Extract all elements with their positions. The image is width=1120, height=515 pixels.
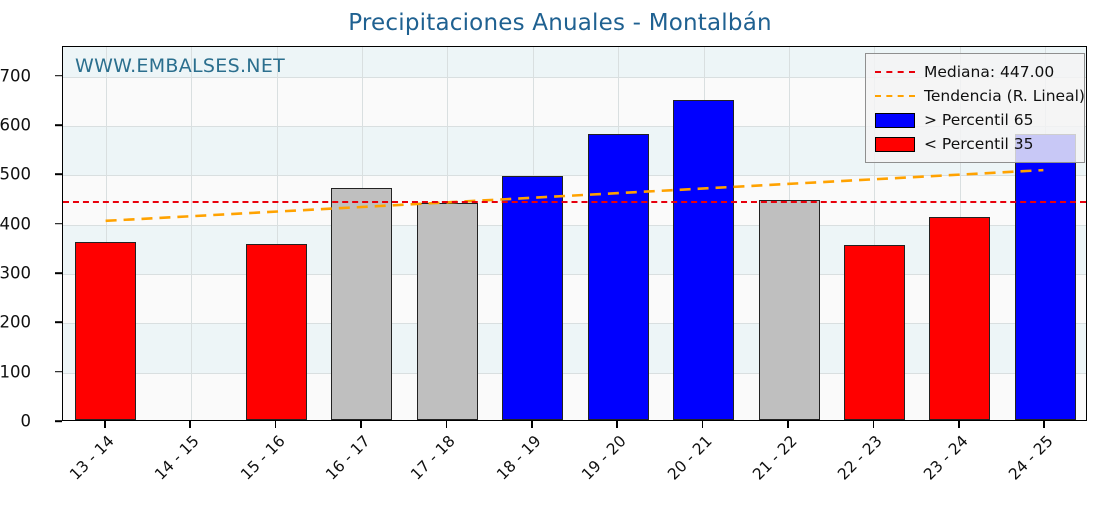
bar[interactable]: [246, 243, 308, 420]
x-axis-tick-label: 19 - 20: [578, 432, 630, 484]
trend-dash-icon: [875, 95, 915, 97]
x-axis-tick-mark: [616, 421, 618, 428]
legend-item[interactable]: Tendencia (R. Lineal): [874, 84, 1085, 108]
trend-line: [105, 168, 1044, 223]
y-axis-tick-mark: [55, 272, 62, 274]
legend-item[interactable]: > Percentil 65: [874, 108, 1076, 132]
y-axis-tick-mark: [55, 222, 62, 225]
background-band: [63, 224, 1086, 274]
gridline-vertical: [276, 47, 278, 420]
bar[interactable]: [75, 241, 137, 420]
x-axis-tick-label: 16 - 17: [322, 432, 374, 484]
chart-figure: Precipitaciones Anuales - Montalbán WWW.…: [0, 10, 1087, 484]
gridline-vertical: [105, 47, 107, 420]
x-axis-tick-label: 22 - 23: [834, 432, 887, 484]
legend-key-median: [874, 71, 916, 73]
y-axis-tick-mark: [55, 74, 62, 77]
background-band: [63, 175, 1086, 225]
y-axis-tick-mark: [55, 321, 62, 324]
legend-key-swatch: [874, 112, 916, 128]
bar[interactable]: [587, 133, 649, 420]
x-axis-tick-label: 17 - 18: [407, 432, 460, 484]
blue-swatch-icon: [875, 112, 915, 128]
y-axis-tick-mark: [55, 370, 62, 373]
x-axis-tick-mark: [787, 421, 789, 428]
median-line: [63, 201, 1086, 204]
x-axis-tick-mark: [274, 421, 277, 428]
x-axis-tick-mark: [872, 421, 875, 428]
median-dash-icon: [875, 71, 915, 73]
y-axis-tick-label: 300: [0, 263, 31, 283]
x-axis-tick-mark: [445, 421, 448, 428]
legend-item-label: Tendencia (R. Lineal): [924, 87, 1085, 105]
x-axis-tick-label: 15 - 16: [236, 432, 289, 484]
bar[interactable]: [843, 244, 905, 420]
bar[interactable]: [331, 188, 393, 420]
bar[interactable]: [416, 202, 478, 420]
bar[interactable]: [758, 199, 820, 420]
x-axis-tick-mark: [701, 421, 704, 428]
legend-item-label: > Percentil 65: [924, 111, 1034, 129]
gridline-horizontal: [63, 372, 1086, 374]
x-axis-tick-label: 14 - 15: [151, 432, 203, 484]
x-axis-tick-mark: [958, 421, 960, 428]
x-axis-tick-label: 20 - 21: [663, 432, 716, 484]
y-axis-tick-mark: [55, 420, 62, 422]
x-axis-tick-mark: [1043, 421, 1046, 428]
legend-item-label: Mediana: 447.00: [924, 63, 1055, 81]
chart-legend: Mediana: 447.00 Tendencia (R. Lineal) > Pe…: [865, 53, 1085, 163]
gridline-horizontal: [63, 273, 1086, 275]
y-axis-tick-label: 100: [0, 362, 31, 382]
background-band: [63, 273, 1086, 324]
y-axis-tick-label: 500: [0, 164, 31, 184]
bar[interactable]: [1014, 133, 1076, 420]
x-axis-tick-mark: [189, 421, 191, 428]
legend-key-trend: [874, 95, 916, 97]
y-axis-tick-mark: [55, 124, 62, 126]
x-axis-tick-label: 24 - 25: [1005, 432, 1058, 484]
gridline-horizontal: [63, 224, 1086, 226]
gridline-horizontal: [63, 76, 1086, 78]
red-swatch-icon: [875, 136, 915, 152]
y-axis-tick-label: 700: [0, 66, 31, 86]
y-axis-tick-label: 0: [20, 411, 32, 431]
legend-key-swatch: [874, 136, 916, 152]
y-axis-tick-mark: [55, 173, 62, 176]
x-axis-tick-label: 23 - 24: [920, 432, 972, 484]
watermark: WWW.EMBALSES.NET: [75, 55, 286, 77]
gridline-horizontal: [63, 125, 1086, 127]
background-band: [63, 323, 1086, 373]
y-axis-tick-label: 200: [0, 312, 31, 332]
y-axis-tick-label: 600: [0, 115, 31, 135]
legend-item[interactable]: < Percentil 35: [874, 132, 1076, 156]
bar[interactable]: [673, 100, 735, 420]
plot-area: WWW.EMBALSES.NET: [62, 46, 1087, 421]
legend-item[interactable]: Mediana: 447.00: [874, 60, 1076, 84]
legend-item-label: < Percentil 35: [924, 135, 1034, 153]
gridline-horizontal: [63, 323, 1086, 325]
gridline-horizontal: [63, 175, 1086, 177]
y-axis-tick-label: 400: [0, 214, 31, 234]
x-axis-tick-mark: [530, 421, 533, 428]
gridline-vertical: [874, 47, 876, 420]
background-band: [63, 372, 1086, 420]
x-axis-tick-label: 13 - 14: [65, 432, 118, 484]
x-axis-tick-label: 21 - 22: [749, 432, 801, 484]
gridline-vertical: [191, 47, 193, 420]
bar[interactable]: [929, 216, 991, 420]
x-axis-tick-mark: [360, 421, 362, 428]
x-axis-tick-label: 18 - 19: [492, 432, 545, 484]
page-title: Precipitaciones Anuales - Montalbán: [348, 10, 772, 36]
x-axis-tick-mark: [103, 421, 106, 428]
bar[interactable]: [502, 175, 564, 420]
